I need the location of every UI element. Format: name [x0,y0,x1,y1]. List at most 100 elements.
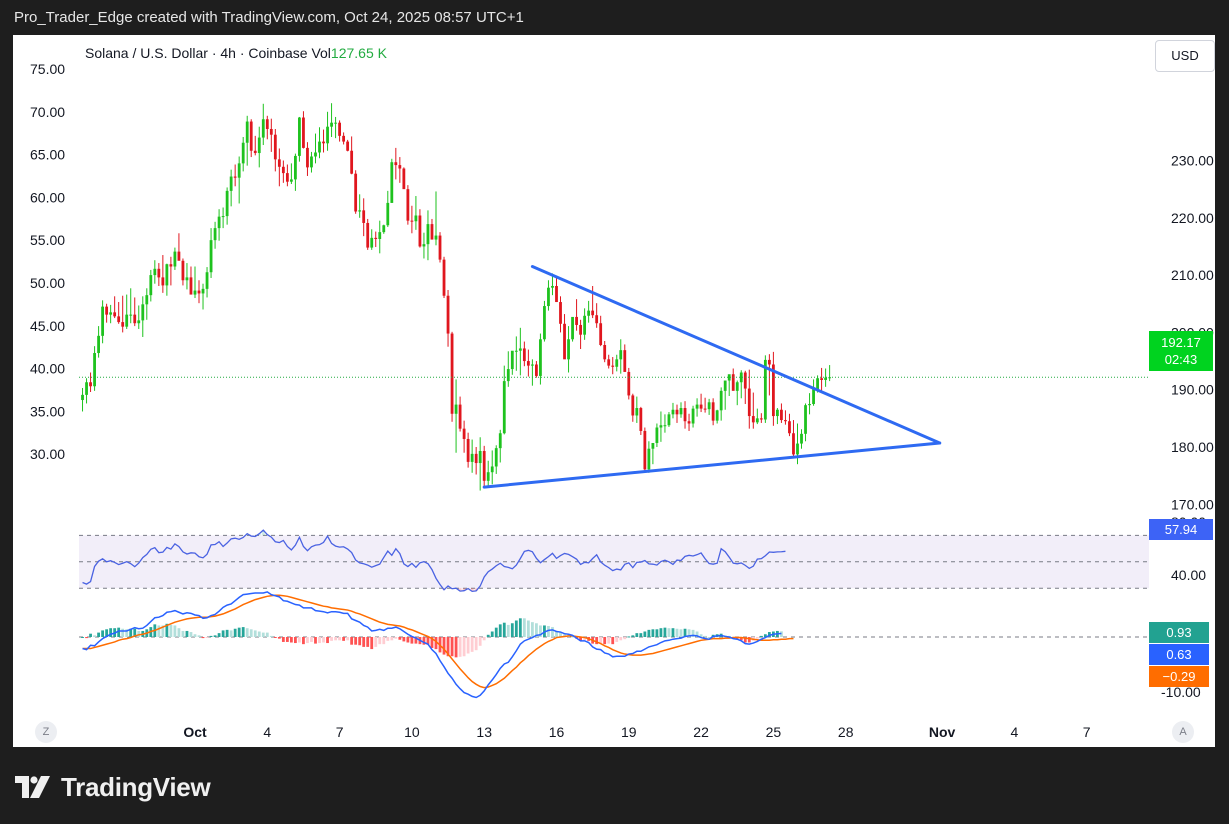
candle-body [298,117,301,156]
candle [261,103,265,146]
candle [141,296,145,337]
macd-histogram-bar [281,637,285,642]
candle-body [430,224,434,240]
candle [97,326,100,358]
candle [474,447,478,475]
candle [277,148,281,187]
candle-body [406,189,410,221]
symbol-description: Solana / U.S. Dollar · 4h · Coinbase [85,45,308,61]
candle [362,198,366,237]
brand-name: TradingView [61,771,211,802]
chart-frame[interactable]: 75.00 70.00 65.00 60.00 55.00 50.00 45.00 40.00… [13,35,1215,747]
macd-histogram-bar [402,637,406,642]
candle [514,336,518,371]
macd-histogram-bar [217,633,221,637]
left-axis-tick: 70.00 [30,104,65,120]
candle-body [579,324,582,335]
macd-histogram-bar [277,637,281,639]
candle [346,139,350,152]
macd-histogram-bar [671,628,675,637]
chart-canvas[interactable]: 75.00 70.00 65.00 60.00 55.00 50.00 45.00 40.00… [13,35,1215,747]
candle-body [824,377,828,380]
candle [771,351,775,426]
candle [374,231,378,248]
candle-body [683,408,687,422]
candle [543,300,546,342]
candle [173,247,177,270]
macd-histogram-bar [579,637,582,641]
candle-body [643,430,647,470]
candle-body [177,251,181,261]
macd-histogram-bar [398,637,402,640]
macd-histogram-bar [390,637,394,641]
candle [462,420,466,453]
candle-body [559,302,562,324]
candle [623,344,627,372]
zoom-button[interactable]: Z [35,721,57,743]
macd-histogram-bar [539,625,542,637]
rsi-axis-tick: 40.00 [1171,567,1206,583]
candle-body [522,348,526,362]
auto-scale-button[interactable]: A [1172,721,1194,743]
candle [205,267,209,298]
candle-body [209,240,213,273]
candle [747,369,751,429]
macd-histogram-bar [334,637,337,641]
left-axis-tick: 75.00 [30,61,65,77]
candle [723,380,727,410]
candle [551,273,554,296]
macd-histogram-bar [763,634,767,637]
candle-body [755,418,759,423]
candle-body [478,451,482,464]
macd-histogram-bar [551,627,554,637]
macd-histogram-bar [346,637,350,641]
macd-histogram-bar [679,629,683,637]
candle [820,367,823,391]
candle-body [330,122,333,127]
candle-body [655,427,659,443]
candle-body [113,312,117,317]
candle [587,300,591,323]
macd-histogram-bar [647,629,651,637]
candle-body [539,339,542,376]
macd-histogram-bar [563,634,566,637]
macd-histogram-bar [233,628,237,637]
candle-body [627,371,631,396]
candle-body [575,316,578,325]
candle [603,340,607,363]
candle-body [382,225,386,233]
macd-histogram-bar [446,637,450,657]
rsi-oversold-fill [462,588,466,591]
macd-histogram-bar [225,629,229,637]
macd-histogram-bar [619,637,623,641]
candle [330,103,333,138]
candle-body [133,314,137,324]
candle-body [735,382,739,391]
candle-body [719,390,723,411]
candle [454,379,458,453]
candle [217,209,221,241]
candle-body [551,285,554,288]
candle-body [619,350,623,360]
candle-body [125,314,129,327]
candle-body [458,404,462,429]
candle [113,296,117,319]
candle-body [631,395,635,416]
candle-body [767,359,771,365]
candle [350,136,354,175]
candle-body [816,378,819,390]
candle [478,437,482,491]
candle-body [241,142,245,164]
candle [366,218,370,250]
currency-button[interactable]: USD [1155,40,1215,72]
candle [470,439,474,473]
macd-histogram-bar [430,637,434,648]
macd-histogram-bar [739,637,743,641]
macd-histogram-bar [378,637,382,645]
tradingview-logo[interactable]: TradingView [15,771,211,803]
macd-histogram-bar [302,637,305,645]
symbol-legend[interactable]: Solana / U.S. Dollar · 4h · Coinbase Vol… [85,45,387,61]
candle [137,305,141,329]
lower-trendline [482,441,942,489]
macd-histogram-bar [623,637,627,640]
